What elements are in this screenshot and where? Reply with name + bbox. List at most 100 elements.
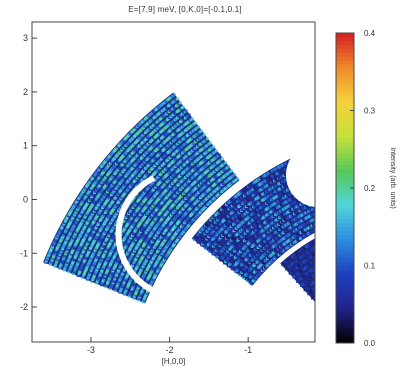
pixel — [379, 233, 382, 236]
pixel — [384, 238, 387, 241]
pixel — [48, 252, 51, 256]
pixel — [112, 244, 116, 248]
pixel — [150, 281, 153, 285]
pixel — [366, 242, 369, 245]
pixel — [374, 246, 377, 249]
colorbar-tick-label: 0.4 — [364, 29, 376, 38]
colorbar-segment — [336, 60, 354, 65]
colorbar-segment — [336, 234, 354, 239]
pixel — [109, 287, 112, 290]
colorbar-segment — [336, 137, 354, 142]
pixel — [64, 265, 67, 269]
pixel — [363, 255, 366, 258]
pixel — [321, 225, 324, 228]
pixel — [371, 218, 374, 221]
pixel — [317, 210, 320, 213]
pixel — [294, 211, 298, 215]
pixel — [320, 276, 323, 279]
pixel — [323, 280, 326, 283]
pixel — [77, 247, 81, 251]
pixel — [69, 210, 73, 214]
colorbar-segment — [336, 56, 354, 61]
pixel — [325, 266, 328, 269]
pixel — [371, 252, 374, 255]
pixel — [315, 239, 318, 242]
pixel — [359, 238, 362, 241]
pixel — [267, 177, 271, 181]
pixel — [112, 280, 116, 283]
pixel — [360, 286, 363, 289]
pixel — [324, 235, 327, 238]
pixel — [361, 243, 364, 246]
pixel — [332, 301, 335, 304]
pixel — [327, 298, 330, 301]
pixel — [378, 228, 381, 231]
pixel — [380, 216, 383, 219]
pixel — [367, 225, 370, 228]
pixel — [44, 261, 48, 264]
pixel — [329, 270, 332, 273]
colorbar-segment — [336, 67, 354, 73]
colorbar-segment — [336, 48, 354, 53]
pixel — [379, 256, 382, 259]
pixel — [381, 250, 384, 253]
pixel — [382, 244, 385, 247]
pixel — [324, 266, 327, 269]
pixel — [358, 250, 361, 253]
pixel — [332, 214, 335, 217]
pixel — [327, 291, 330, 294]
pixel — [323, 213, 326, 216]
pixel — [145, 279, 149, 283]
pixel — [132, 283, 136, 286]
pixel — [381, 256, 384, 259]
colorbar-segment — [336, 98, 354, 104]
pixel — [327, 305, 330, 308]
pixel — [76, 274, 80, 277]
pixel — [360, 244, 363, 247]
pixel — [356, 222, 359, 225]
pixel — [378, 291, 381, 294]
pixel — [81, 228, 85, 232]
pixel — [328, 311, 331, 314]
pixel — [320, 269, 323, 272]
pixel — [322, 267, 325, 270]
colorbar-segment — [336, 188, 354, 193]
pixel — [384, 227, 387, 230]
pixel — [137, 242, 140, 246]
pixel — [327, 206, 330, 209]
colorbar-label: Intensity (arb. units) — [389, 147, 396, 208]
pixel — [384, 283, 387, 286]
pixel — [321, 242, 324, 245]
pixel — [378, 239, 381, 242]
colorbar-segment — [336, 238, 354, 243]
pixel — [326, 233, 329, 236]
pixel — [226, 165, 230, 169]
pixel — [381, 273, 384, 276]
pixel — [223, 161, 227, 165]
pixel — [100, 236, 104, 240]
pixel — [317, 285, 320, 288]
pixel — [62, 256, 66, 260]
pixel — [317, 216, 320, 219]
pixel — [99, 271, 103, 275]
pixel — [101, 279, 105, 282]
colorbar-segment — [336, 114, 354, 119]
pixel — [316, 245, 319, 248]
pixel — [376, 291, 379, 294]
pixel — [370, 224, 373, 227]
pixel — [381, 290, 384, 293]
pixel — [114, 274, 118, 277]
pixel — [312, 240, 315, 244]
pixel — [318, 257, 321, 260]
pixel — [69, 242, 72, 246]
pixel — [101, 267, 105, 270]
pixel — [384, 215, 387, 218]
pixel — [295, 200, 299, 203]
y-tick-label: 3 — [23, 33, 28, 43]
pixel — [328, 297, 331, 300]
pixel — [125, 288, 128, 292]
colorbar-segment — [336, 33, 354, 38]
pixel — [330, 269, 333, 272]
pixel — [365, 225, 368, 228]
pixel — [389, 260, 392, 263]
